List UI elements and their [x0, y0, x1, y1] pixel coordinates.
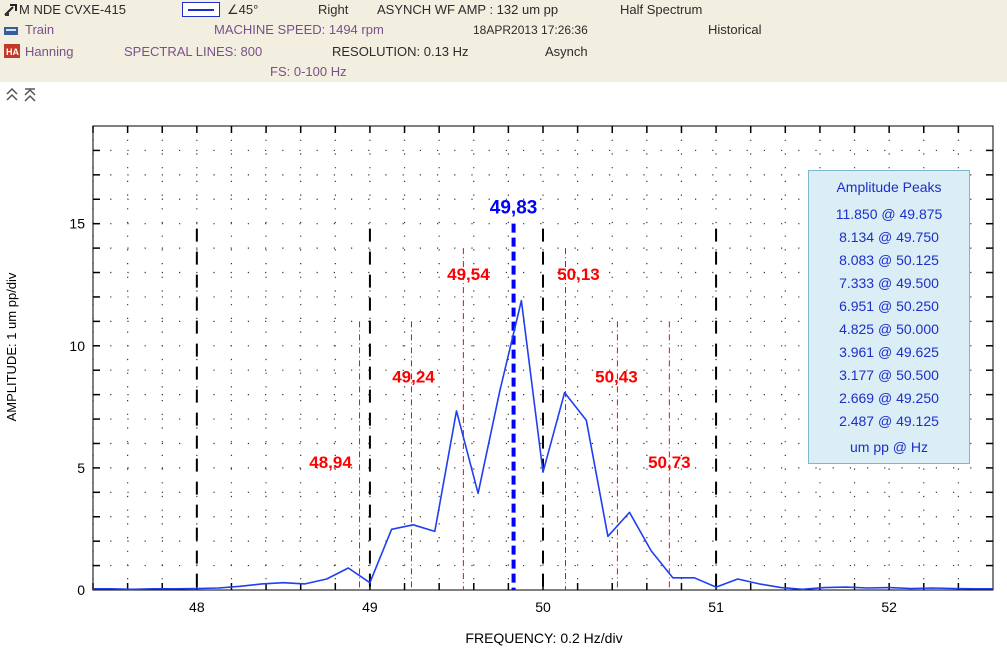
machine-icon[interactable] — [4, 3, 18, 17]
line-style-icon[interactable] — [182, 2, 220, 17]
legend-row: 3.961 @ 49.625 — [839, 344, 939, 360]
probe-direction: Right — [318, 2, 349, 17]
sideband-label: 50,43 — [595, 367, 638, 386]
sideband-label: 49,54 — [447, 265, 490, 284]
y-axis-label: AMPLITUDE: 1 um pp/div — [4, 272, 19, 421]
spectrum-line — [93, 299, 993, 591]
legend-row: 2.487 @ 49.125 — [839, 413, 939, 429]
y-tick-label: 15 — [69, 216, 85, 232]
y-tick-label: 10 — [69, 338, 85, 354]
axis-ticks — [92, 126, 993, 590]
window-icon[interactable]: HA — [4, 44, 20, 58]
data-mode: Historical — [708, 22, 762, 37]
y-tick-label: 5 — [77, 460, 85, 476]
amplitude-peaks-legend: Amplitude Peaks 11.850 @ 49.875 8.134 @ … — [808, 170, 970, 464]
spectral-lines: SPECTRAL LINES: 800 — [124, 44, 263, 59]
timestamp: 18APR2013 17:26:36 — [473, 23, 588, 37]
info-header: M NDE CVXE-415 ∠45° Right ASYNCH WF AMP … — [0, 0, 1007, 82]
spectrum-mode: Half Spectrum — [620, 2, 703, 17]
window-function: Hanning — [25, 44, 74, 59]
svg-text:HA: HA — [6, 47, 19, 57]
machine-name: M NDE CVXE-415 — [19, 2, 126, 17]
legend-title: Amplitude Peaks — [836, 179, 942, 195]
y-tick-label: 0 — [77, 582, 85, 598]
legend-row: 2.669 @ 49.250 — [839, 390, 939, 406]
legend-row: 3.177 @ 50.500 — [839, 367, 939, 383]
marker-labels: 49,83 48,94 49,24 49,54 50,13 50,43 50,73 — [309, 198, 690, 472]
legend-row: 7.333 @ 49.500 — [839, 275, 939, 291]
collapse-up-icon[interactable] — [6, 87, 18, 102]
x-tick-label: 51 — [708, 599, 724, 615]
train-label: Train — [25, 22, 55, 37]
legend-units: um pp @ Hz — [849, 439, 928, 455]
x-axis-label: FREQUENCY: 0.2 Hz/div — [465, 630, 622, 646]
y-tick-labels: 0 5 10 15 — [69, 216, 85, 598]
collapse-top-icon[interactable] — [24, 88, 36, 102]
resolution: RESOLUTION: 0.13 Hz — [332, 44, 469, 59]
legend-row: 4.825 @ 50.000 — [839, 321, 939, 337]
sideband-label: 50,13 — [557, 265, 600, 284]
legend-row: 8.083 @ 50.125 — [839, 252, 939, 268]
sideband-label: 48,94 — [309, 453, 352, 472]
x-tick-label: 48 — [189, 599, 205, 615]
train-icon[interactable] — [4, 24, 18, 36]
sideband-label: 50,73 — [648, 453, 691, 472]
sampling-mode: Asynch — [545, 44, 588, 59]
x-tick-labels: 48 49 50 51 52 — [189, 599, 897, 615]
sideband-label: 49,24 — [392, 367, 435, 386]
x-tick-label: 52 — [881, 599, 897, 615]
x-tick-label: 49 — [362, 599, 378, 615]
legend-row: 11.850 @ 49.875 — [835, 206, 943, 222]
frequency-span: FS: 0-100 Hz — [270, 64, 347, 79]
probe-angle: ∠45° — [227, 2, 259, 17]
spectrum-chart: 48 49 50 51 52 0 5 10 15 49,83 48,94 49,24 49,54 50… — [4, 125, 994, 646]
machine-speed: MACHINE SPEED: 1494 rpm — [214, 22, 384, 37]
legend-row: 8.134 @ 49.750 — [839, 229, 939, 245]
measurement-amplitude: ASYNCH WF AMP : 132 um pp — [377, 2, 559, 17]
spectrum-series — [93, 299, 993, 591]
center-frequency-label: 49,83 — [490, 198, 538, 219]
frequency-markers — [195, 223, 718, 590]
legend-row: 6.951 @ 50.250 — [839, 298, 939, 314]
x-tick-label: 50 — [535, 599, 551, 615]
